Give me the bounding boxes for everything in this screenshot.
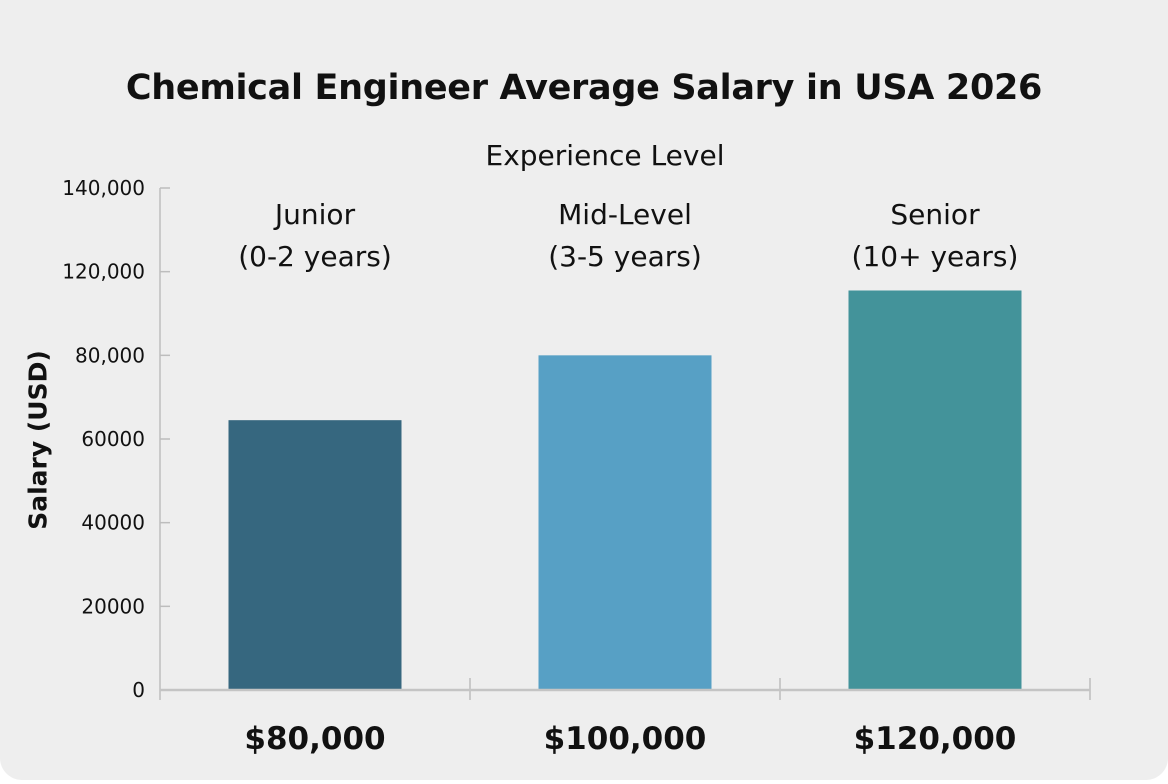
y-tick-label: 60000 (81, 427, 145, 451)
bar-senior (848, 290, 1022, 690)
y-tick-label: 20000 (81, 594, 145, 618)
y-tick-label: 120,000 (62, 260, 145, 284)
category-label: Mid-Level (558, 198, 692, 231)
x-axis-title: Experience Level (485, 139, 725, 172)
y-tick-label: 80,000 (75, 343, 145, 367)
category-sublabel: (0-2 years) (238, 240, 392, 273)
category-sublabel: (10+ years) (852, 240, 1019, 273)
category-label: Junior (273, 198, 356, 231)
bar-mid-level (538, 355, 712, 690)
data-label: $100,000 (544, 721, 707, 757)
y-tick-label: 140,000 (62, 176, 145, 200)
y-tick-label: 40000 (81, 511, 145, 535)
y-tick-label: 0 (132, 678, 145, 702)
chart-title: Chemical Engineer Average Salary in USA … (125, 68, 1043, 108)
category-label: Senior (890, 198, 980, 231)
data-label: $80,000 (244, 721, 385, 757)
bar-junior (228, 420, 402, 690)
data-label: $120,000 (854, 721, 1017, 757)
category-sublabel: (3-5 years) (548, 240, 702, 273)
